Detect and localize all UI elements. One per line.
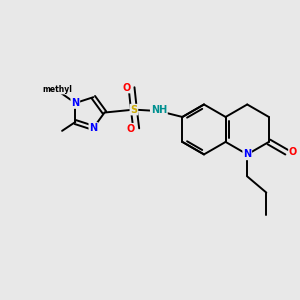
Text: NH: NH (151, 105, 167, 115)
Text: N: N (89, 123, 98, 133)
Text: O: O (122, 82, 130, 93)
Text: N: N (243, 149, 251, 159)
Text: N: N (71, 98, 80, 108)
Text: O: O (127, 124, 135, 134)
Text: methyl: methyl (43, 85, 73, 94)
Text: S: S (130, 105, 137, 115)
Text: O: O (289, 147, 297, 157)
